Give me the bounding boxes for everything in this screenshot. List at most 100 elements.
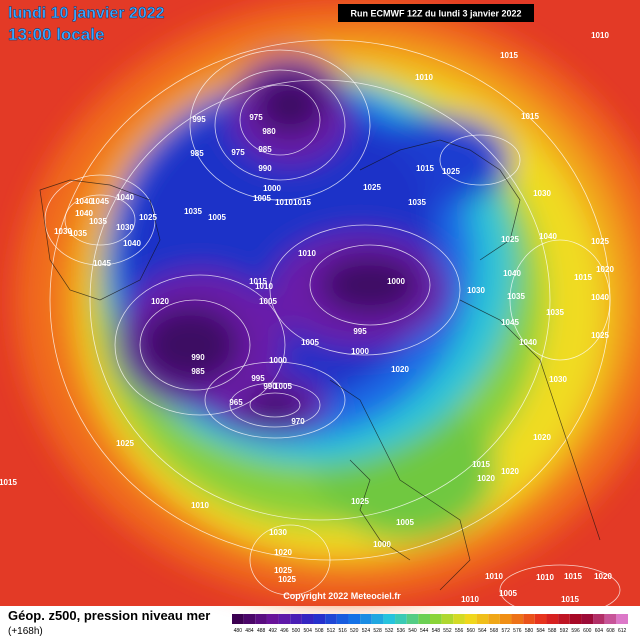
scale-swatch: [441, 614, 454, 624]
isobar-label: 1025: [591, 331, 609, 340]
isobar-label: 990: [191, 353, 205, 362]
isobar-label: 1010: [415, 73, 433, 82]
isobar-label: 1035: [89, 217, 107, 226]
scale-swatch: [430, 614, 442, 624]
map-time: 13:00 locale: [8, 25, 104, 44]
isobar-label: 1000: [351, 347, 369, 356]
isobar-label: 1015: [574, 273, 592, 282]
isobar-label: 1000: [387, 277, 405, 286]
scale-swatch: [360, 614, 372, 624]
isobar-label: 1000: [373, 540, 391, 549]
isobar-label: 1010: [591, 31, 609, 40]
isobar-label: 1035: [69, 229, 87, 238]
isobar-label: 1030: [533, 189, 551, 198]
copyright: Copyright 2022 Meteociel.fr: [283, 591, 401, 601]
scale-label: 500: [292, 628, 301, 634]
scale-swatch: [325, 614, 337, 624]
scale-label: 608: [606, 628, 615, 634]
scale-label: 520: [350, 628, 359, 634]
isobar-label: 1015: [416, 164, 434, 173]
scale-label: 508: [315, 628, 324, 634]
isobar-label: 985: [258, 145, 272, 154]
scale-label: 524: [362, 628, 371, 634]
isobar-label: 1025: [116, 439, 134, 448]
scale-label: 528: [373, 628, 382, 634]
scale-swatch: [558, 614, 570, 624]
scale-swatch: [395, 614, 407, 624]
isobar-label: 990: [263, 382, 277, 391]
scale-swatch: [418, 614, 430, 624]
scale-label: 552: [443, 628, 452, 634]
isobar-label: 1030: [467, 286, 485, 295]
scale-swatch: [546, 614, 559, 624]
isobar-label: 1040: [75, 209, 93, 218]
isobar-label: 965: [229, 398, 243, 407]
scale-swatch: [383, 614, 396, 624]
isobar-label: 1005: [499, 589, 517, 598]
scale-swatch: [593, 614, 605, 624]
map-title: lundi 10 janvier 2022: [8, 5, 165, 22]
scale-label: 596: [571, 628, 580, 634]
scale-swatch: [616, 614, 628, 624]
scale-swatch: [534, 614, 547, 624]
scale-swatch: [581, 614, 594, 624]
isobar-label: 1020: [274, 548, 292, 557]
isobar-label: 1045: [93, 259, 111, 268]
isobar-label: 1025: [139, 213, 157, 222]
run-box: [338, 4, 534, 22]
scale-label: 504: [304, 628, 313, 634]
isobar-label: 1035: [507, 292, 525, 301]
isobar-label: 1035: [408, 198, 426, 207]
scale-label: 484: [245, 628, 254, 634]
isobar-label: 1005: [208, 213, 226, 222]
isobar-label: 1025: [278, 575, 296, 584]
scale-swatch: [476, 614, 489, 624]
scale-label: 512: [327, 628, 336, 634]
isobar-label: 1040: [116, 193, 134, 202]
lead-time: (+168h): [8, 626, 43, 637]
isobar-label: 995: [353, 327, 367, 336]
scale-swatch: [301, 614, 314, 624]
scale-swatch: [604, 614, 617, 624]
scale-label: 572: [502, 628, 511, 634]
isobar-label: 975: [249, 113, 263, 122]
scale-label: 604: [595, 628, 604, 634]
scale-label: 544: [420, 628, 429, 634]
isobar-label: 1005: [274, 382, 292, 391]
scale-label: 548: [432, 628, 441, 634]
isobar-label: 1025: [363, 183, 381, 192]
scale-swatch: [488, 614, 500, 624]
isobar-label: 1020: [391, 365, 409, 374]
isobar-label: 1010: [298, 249, 316, 258]
isobar-label: 975: [231, 148, 245, 157]
scale-swatch: [232, 614, 244, 624]
scale-swatch: [336, 614, 349, 624]
isobar-label: 1010: [275, 198, 293, 207]
scale-swatch: [266, 614, 279, 624]
isobar-label: 1015: [564, 572, 582, 581]
isobar-label: 995: [192, 115, 206, 124]
isobar-label: 1015: [472, 460, 490, 469]
isobar-label: 1010: [485, 572, 503, 581]
isobar-label: 1000: [269, 356, 287, 365]
scale-label: 496: [280, 628, 289, 634]
color-scale: 480 484 488 492 496 500 504 508 512 516 520 524 528 5…: [232, 614, 628, 634]
scale-label: 588: [548, 628, 557, 634]
isobar-label: 1010: [191, 501, 209, 510]
isobar-label: 970: [291, 417, 305, 426]
scale-label: 600: [583, 628, 592, 634]
scale-label: 584: [536, 628, 545, 634]
isobar-label: 1030: [549, 375, 567, 384]
scale-label: 516: [338, 628, 347, 634]
run-info: Run ECMWF 12Z du lundi 3 janvier 2022: [350, 8, 521, 18]
isobar-label: 1040: [503, 269, 521, 278]
scale-swatch: [348, 614, 361, 624]
isobar-label: 1035: [184, 207, 202, 216]
scale-label: 488: [257, 628, 266, 634]
scale-label: 480: [234, 628, 243, 634]
isobar-label: 1040: [539, 232, 557, 241]
isobar-label: 1000: [263, 184, 281, 193]
isobar-label: 1010: [461, 595, 479, 604]
isobar-label: 1010: [536, 573, 554, 582]
